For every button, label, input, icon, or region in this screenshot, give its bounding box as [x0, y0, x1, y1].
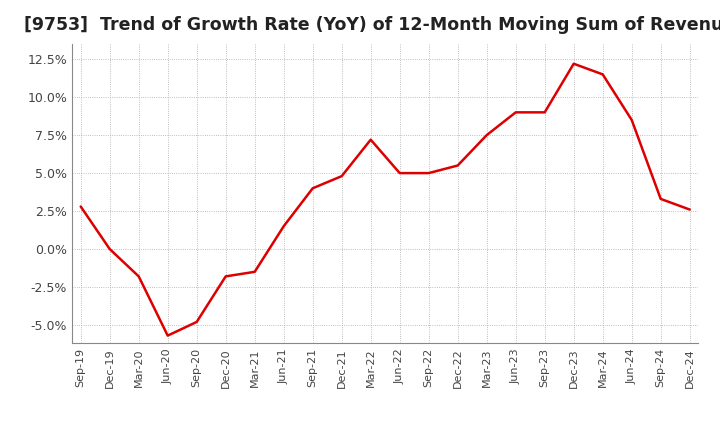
- Title: [9753]  Trend of Growth Rate (YoY) of 12-Month Moving Sum of Revenues: [9753] Trend of Growth Rate (YoY) of 12-…: [24, 16, 720, 34]
